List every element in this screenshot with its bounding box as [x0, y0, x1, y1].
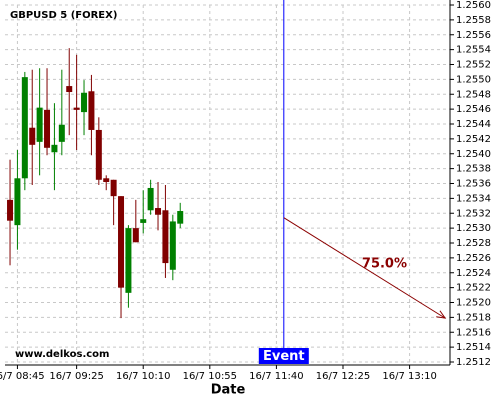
candle-body — [118, 196, 125, 288]
event-box — [258, 348, 309, 364]
candle-body — [58, 124, 65, 142]
y-tick-label: 1.2544 — [456, 119, 491, 130]
x-tick-label: 16/7 08:45 — [0, 371, 45, 382]
candle-body — [66, 86, 73, 93]
candle-body — [88, 91, 95, 130]
candle-body — [36, 107, 43, 142]
candle-body — [132, 228, 139, 243]
y-tick-label: 1.2526 — [456, 253, 491, 264]
y-tick-label: 1.2530 — [456, 223, 491, 234]
y-tick-label: 1.2546 — [456, 104, 491, 115]
y-tick-label: 1.2554 — [456, 45, 491, 56]
forecast-label: 75.0% — [362, 256, 407, 271]
candles — [7, 48, 184, 319]
x-tick-label: 16/7 09:25 — [49, 371, 103, 382]
forecast-arrowhead — [436, 310, 447, 319]
y-tick-label: 1.2514 — [456, 342, 491, 353]
candle-body — [162, 210, 169, 264]
y-tick-label: 1.2556 — [456, 30, 491, 41]
y-tick-label: 1.2516 — [456, 327, 491, 338]
y-tick-label: 1.2550 — [456, 74, 491, 85]
y-tick-label: 1.2536 — [456, 179, 491, 190]
y-tick-label: 1.2558 — [456, 15, 491, 26]
watermark: www.delkos.com — [15, 349, 109, 360]
x-tick-label: 16/7 10:10 — [116, 371, 170, 382]
y-tick-label: 1.2540 — [456, 149, 491, 160]
y-tick-label: 1.2520 — [456, 298, 491, 309]
x-tick-label: 16/7 10:55 — [183, 371, 237, 382]
candle-body — [14, 178, 21, 226]
x-tick-label: 16/7 13:10 — [382, 371, 436, 382]
y-tick-label: 1.2560 — [456, 0, 491, 11]
y-tick-label: 1.2534 — [456, 193, 491, 204]
candle-body — [140, 219, 147, 223]
y-tick-label: 1.2512 — [456, 357, 491, 368]
candle-body — [147, 187, 154, 211]
y-tick-label: 1.2524 — [456, 268, 491, 279]
candle-body — [95, 129, 102, 180]
candle-body — [169, 221, 176, 270]
candle-body — [51, 144, 58, 153]
candle-body — [81, 92, 88, 113]
candle-body — [103, 178, 110, 183]
candle-body — [125, 228, 132, 293]
y-tick-label: 1.2532 — [456, 208, 491, 219]
x-tick-label: 16/7 11:40 — [249, 371, 303, 382]
candle-body — [44, 109, 51, 148]
candle-body — [155, 208, 162, 215]
y-tick-label: 1.2552 — [456, 60, 491, 71]
candle-body — [21, 77, 28, 179]
candle-body — [73, 107, 80, 110]
candle-body — [110, 179, 117, 197]
y-tick-label: 1.2518 — [456, 312, 491, 323]
x-tick-label: 16/7 12:25 — [316, 371, 370, 382]
candle-body — [29, 127, 36, 145]
candle-body — [177, 211, 184, 224]
x-axis-title: Date — [211, 383, 246, 398]
y-tick-label: 1.2542 — [456, 134, 491, 145]
y-tick-label: 1.2522 — [456, 283, 491, 294]
y-tick-label: 1.2528 — [456, 238, 491, 249]
y-tick-label: 1.2538 — [456, 164, 491, 175]
y-tick-label: 1.2548 — [456, 89, 491, 100]
event-label: Event — [263, 349, 305, 364]
grid — [5, 4, 450, 365]
chart-title: GBPUSD 5 (FOREX) — [10, 10, 117, 21]
candle-body — [7, 199, 14, 221]
forecast-line — [283, 217, 446, 319]
